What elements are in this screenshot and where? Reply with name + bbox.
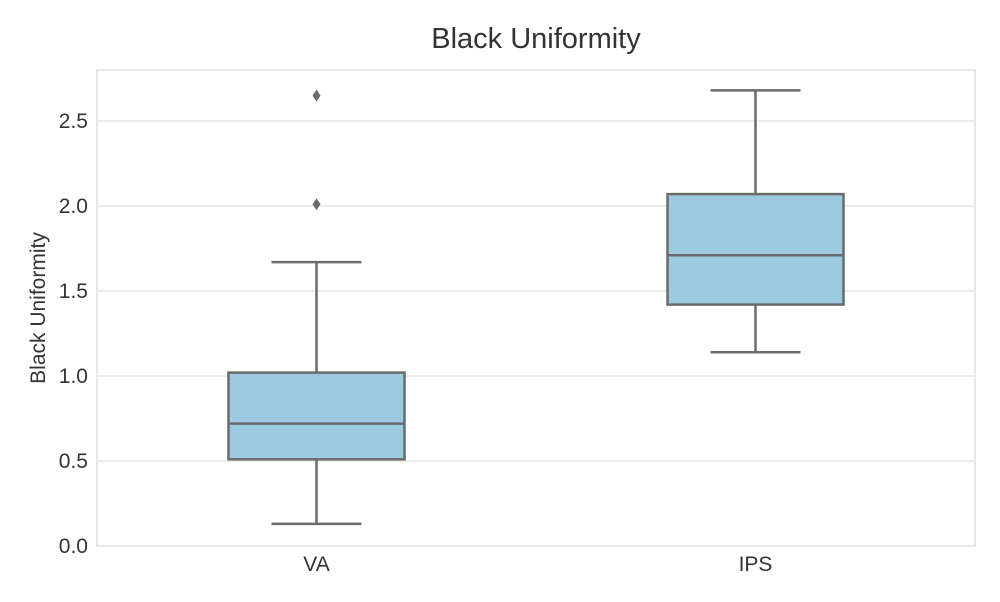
y-tick-label: 0.5 <box>59 450 88 473</box>
chart-title: Black Uniformity <box>431 23 641 55</box>
x-tick-label: IPS <box>739 553 773 576</box>
box <box>666 192 845 306</box>
x-tick-label: VA <box>303 553 329 576</box>
y-tick-label: 2.5 <box>59 110 88 133</box>
box-group-va <box>227 89 406 526</box>
box-group-ips <box>666 89 845 354</box>
outlier-point <box>312 198 321 211</box>
y-axis-label: Black Uniformity <box>27 232 50 384</box>
outlier-point <box>312 89 321 102</box>
box <box>227 371 406 461</box>
y-tick-label: 0.0 <box>59 535 88 558</box>
y-tick-label: 2.0 <box>59 195 88 218</box>
y-tick-label: 1.5 <box>59 280 88 303</box>
y-tick-label: 1.0 <box>59 365 88 388</box>
plot-area <box>96 69 976 547</box>
